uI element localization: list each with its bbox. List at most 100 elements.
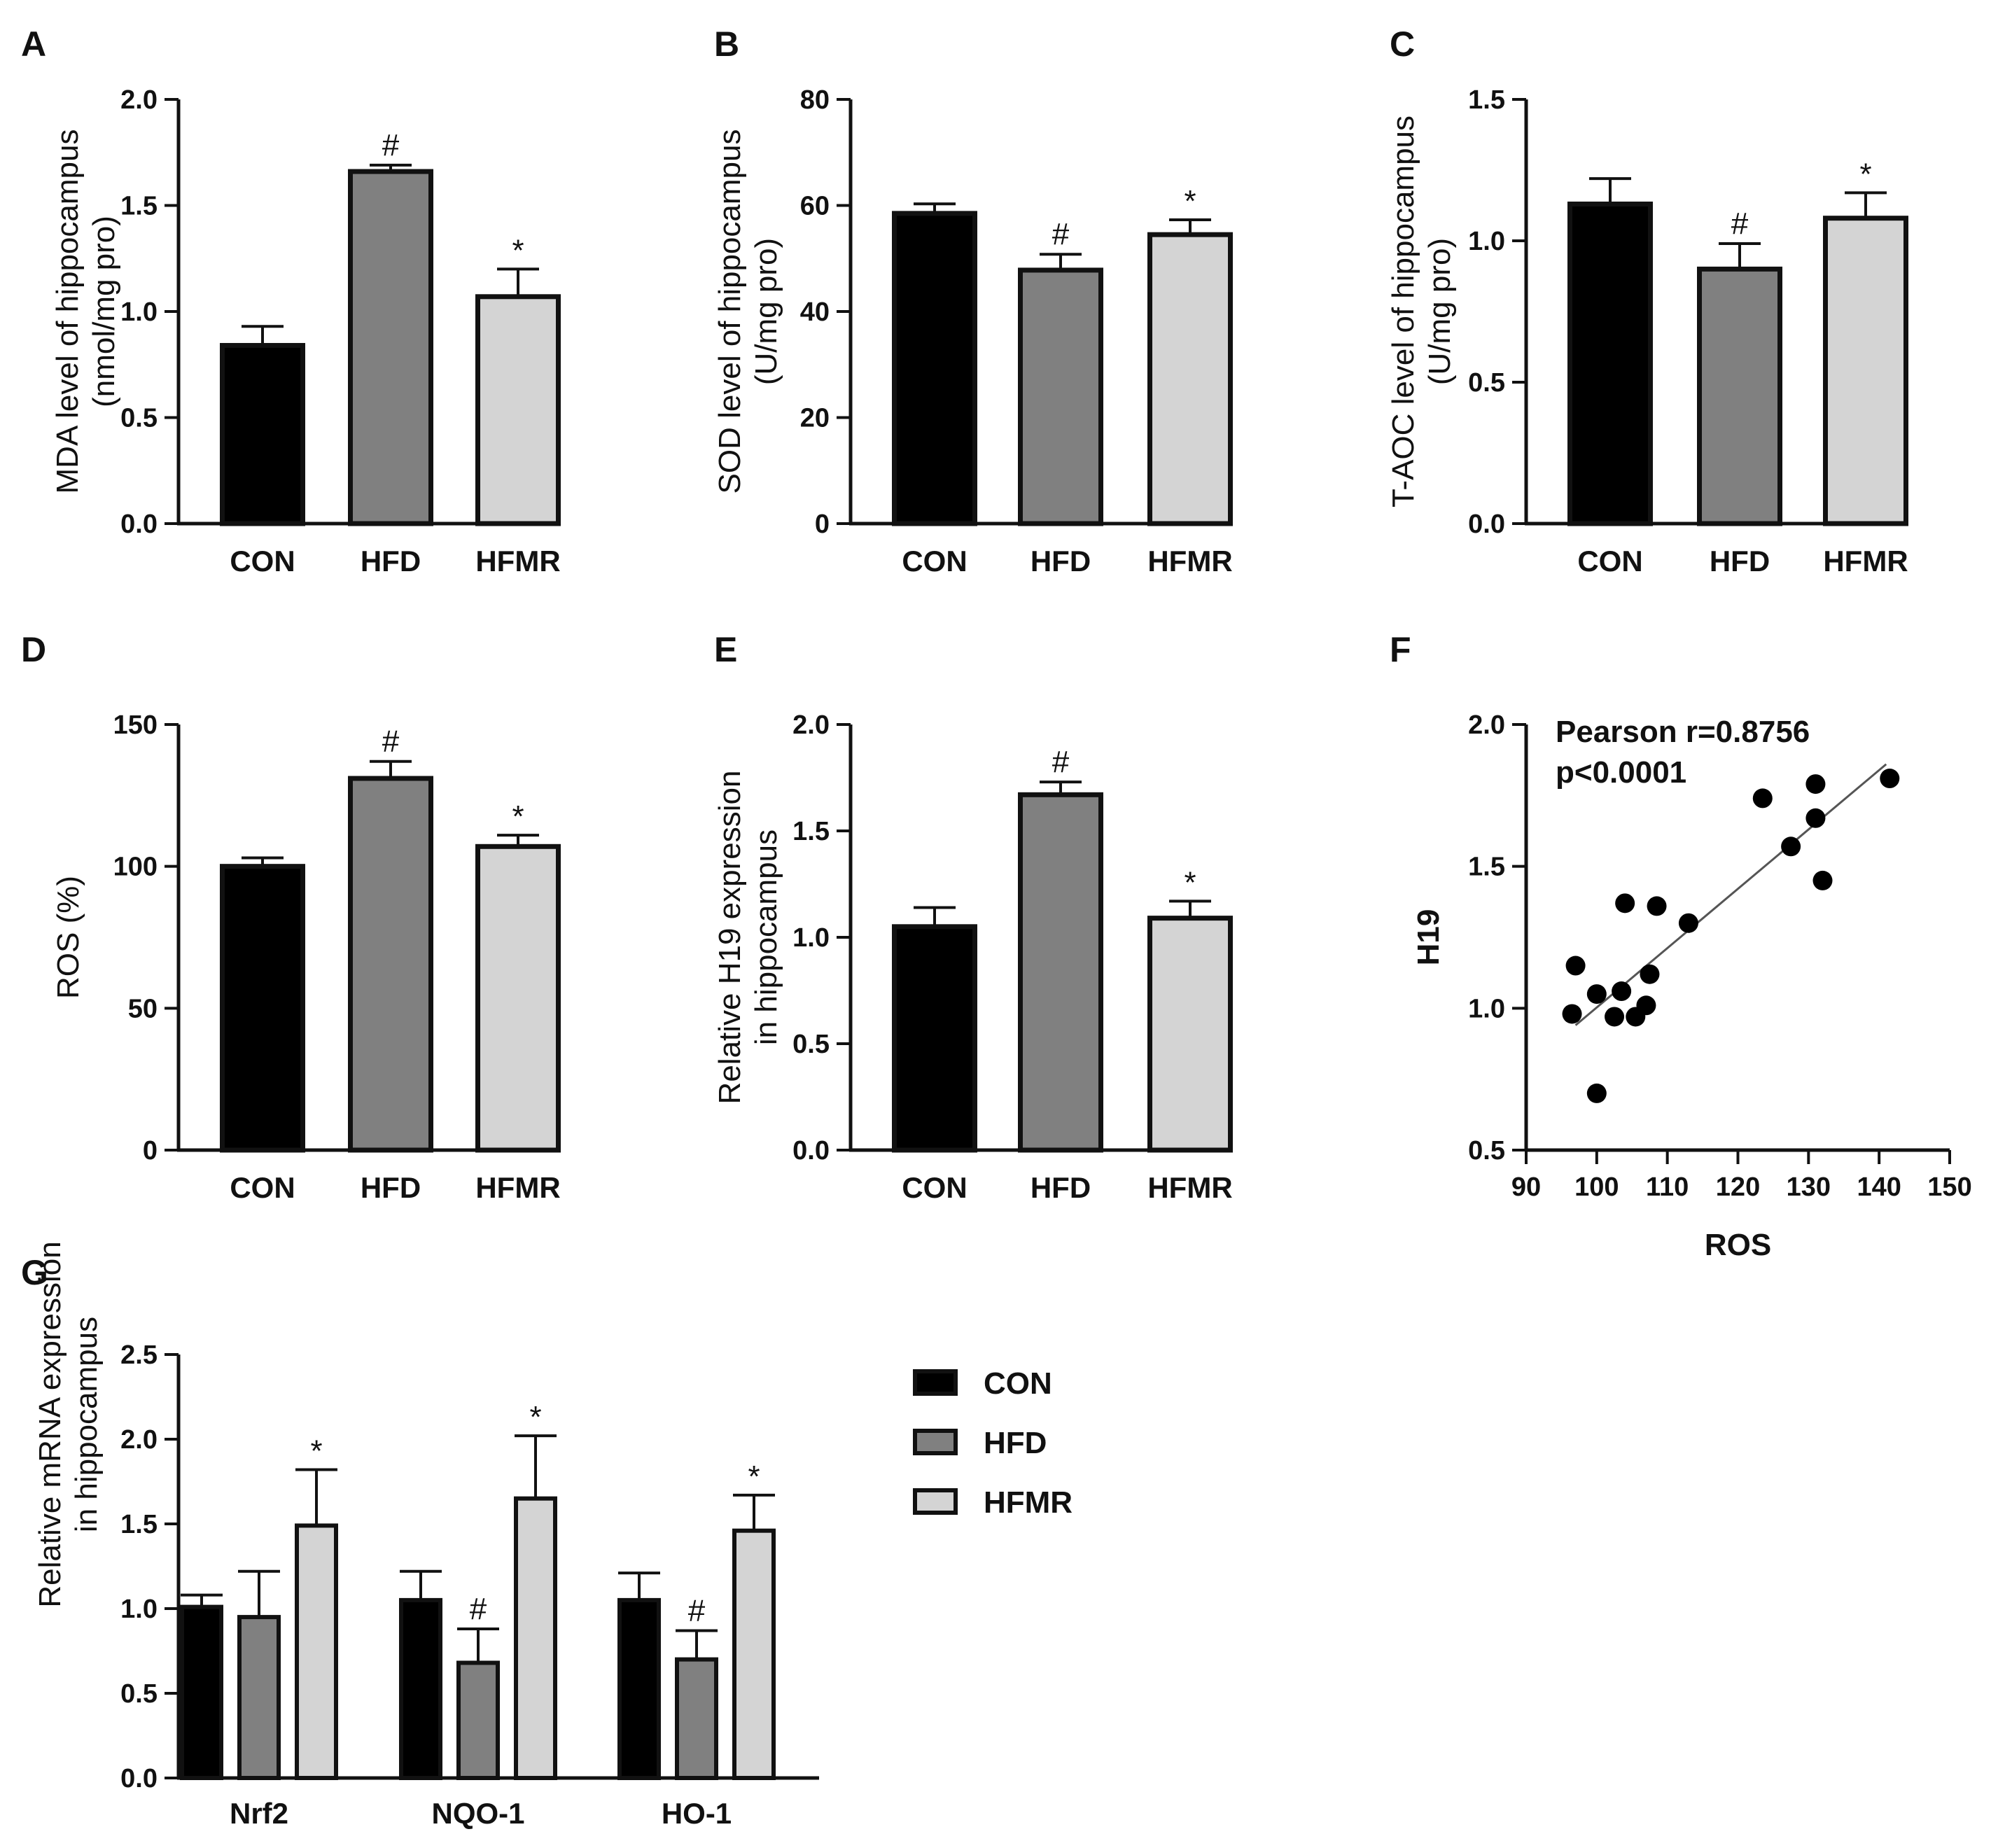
y-axis-label-line: T-AOC level of hippocampus [1386, 115, 1420, 507]
scatter-point [1678, 913, 1698, 933]
significance-hash: # [470, 1592, 487, 1626]
panel-letter: A [21, 24, 46, 64]
scatter-point [1615, 893, 1635, 913]
x-category-label: CON [230, 545, 295, 578]
x-tick-label: 90 [1511, 1172, 1541, 1202]
y-tick-label: 1.5 [120, 192, 158, 221]
y-tick-label: 100 [113, 853, 158, 882]
panel-letter: C [1390, 24, 1415, 64]
scatter-point [1605, 1007, 1625, 1027]
x-category-label: HFD [1031, 1171, 1091, 1204]
bar [295, 1523, 338, 1780]
legend-swatch [913, 1488, 958, 1515]
significance-star: * [748, 1460, 760, 1494]
y-tick-label: 0.5 [1468, 368, 1505, 398]
bar [456, 1660, 500, 1780]
x-category-label: HFD [1031, 545, 1091, 578]
bar [514, 1496, 557, 1780]
y-axis-label-line: MDA level of hippocampus [50, 130, 85, 494]
significance-hash: # [688, 1593, 706, 1628]
significance-hash: # [1731, 206, 1749, 241]
y-tick-label: 60 [800, 192, 830, 221]
x-tick-label: 150 [1927, 1172, 1971, 1202]
regression-line [1574, 763, 1887, 1026]
bar [732, 1528, 776, 1780]
y-axis-label-line: Relative H19 expression [713, 771, 747, 1105]
y-tick-label: 1.0 [1468, 994, 1505, 1023]
bar [1018, 267, 1103, 526]
y-tick-label: 0.0 [120, 510, 158, 539]
bar [220, 342, 305, 526]
x-category-label: Nrf2 [230, 1797, 288, 1830]
scatter-point [1805, 808, 1826, 828]
y-tick-label: 0.0 [1468, 510, 1505, 539]
p-value-annotation: p<0.0001 [1556, 755, 1686, 790]
y-tick-label: 1.5 [1468, 85, 1505, 115]
y-tick-label: 50 [128, 994, 158, 1023]
panel-letter: B [714, 24, 739, 64]
bar [1823, 216, 1908, 526]
significance-star: * [512, 233, 524, 267]
scatter-point [1636, 995, 1656, 1016]
significance-star: * [310, 1434, 322, 1469]
y-tick-label: 2.0 [120, 85, 158, 115]
scatter-point [1612, 981, 1632, 1002]
panel-c: C 0.0 0.5 1.0 1.5 T-AOC level of hippocampus(… [1386, 24, 1908, 578]
y-axis-label: H19 [1411, 909, 1446, 966]
panel-e: E 0.0 0.5 1.0 1.5 2.0 Relative H19 expression i… [713, 630, 1233, 1204]
y-tick-label: 150 [113, 710, 158, 740]
significance-star: * [1184, 865, 1196, 899]
significance-star: * [512, 799, 524, 834]
x-tick-label: 140 [1857, 1172, 1901, 1202]
y-axis-label-line: SOD level of hippocampus [713, 130, 747, 494]
scatter-point [1647, 896, 1667, 916]
bar [180, 1604, 223, 1781]
legend: CON HFD HFMR [913, 1366, 1073, 1520]
bar [1567, 201, 1653, 526]
x-category-label: CON [902, 1171, 967, 1204]
x-tick-label: 100 [1574, 1172, 1619, 1202]
significance-star: * [1184, 184, 1196, 218]
y-tick-label: 40 [800, 298, 830, 327]
y-tick-label: 0 [143, 1136, 158, 1166]
y-tick-label: 0.5 [1468, 1136, 1505, 1166]
y-axis-label-line: (nmol/mg pro) [87, 216, 121, 407]
y-tick-label: 0.5 [792, 1030, 830, 1059]
bar [475, 294, 561, 526]
significance-star: * [529, 1400, 541, 1434]
y-axis-label: ROS (%) [51, 876, 85, 999]
legend-swatch [913, 1429, 958, 1455]
x-tick-label: 130 [1787, 1172, 1831, 1202]
scatter-point [1812, 870, 1833, 890]
panel-letter: F [1390, 630, 1411, 669]
x-category-label: HFMR [475, 1171, 560, 1204]
y-axis-label: Relative H19 expression in hippocampus [713, 771, 783, 1105]
scatter-point [1880, 769, 1900, 789]
scatter-point [1586, 1083, 1607, 1103]
bar [220, 864, 305, 1153]
y-tick-label: 1.5 [792, 817, 830, 846]
bar [892, 211, 977, 526]
scatter-point [1781, 836, 1801, 857]
y-tick-label: 1.0 [120, 298, 158, 327]
x-category-label: HFMR [1147, 1171, 1232, 1204]
panel-g: G 0.0 0.5 1.0 1.5 2.0 2.5 Relative mRNA express… [21, 1241, 1073, 1830]
y-tick-label: 1.0 [1468, 227, 1505, 256]
y-tick-label: 1.5 [120, 1510, 158, 1539]
x-category-label: CON [230, 1171, 295, 1204]
significance-hash: # [1052, 745, 1070, 779]
y-axis-label-line: (U/mg pro) [1423, 238, 1457, 385]
panel-letter: E [714, 630, 737, 669]
x-category-label: HFD [361, 1171, 421, 1204]
y-tick-label: 20 [800, 404, 830, 433]
bar [399, 1597, 442, 1780]
panel-d: D 0 50 100 150 ROS (%) CON # HFD * HFMR [21, 630, 561, 1204]
legend-label: HFMR [984, 1485, 1073, 1520]
bar [617, 1597, 661, 1780]
y-axis-label: SOD level of hippocampus (U/mg pro) [713, 130, 783, 494]
y-tick-label: 2.0 [1468, 710, 1505, 740]
x-tick-label: 110 [1646, 1172, 1689, 1202]
significance-star: * [1859, 157, 1871, 191]
x-category-label: HFMR [1147, 545, 1232, 578]
y-axis-label-line: Relative mRNA expression [33, 1241, 67, 1607]
